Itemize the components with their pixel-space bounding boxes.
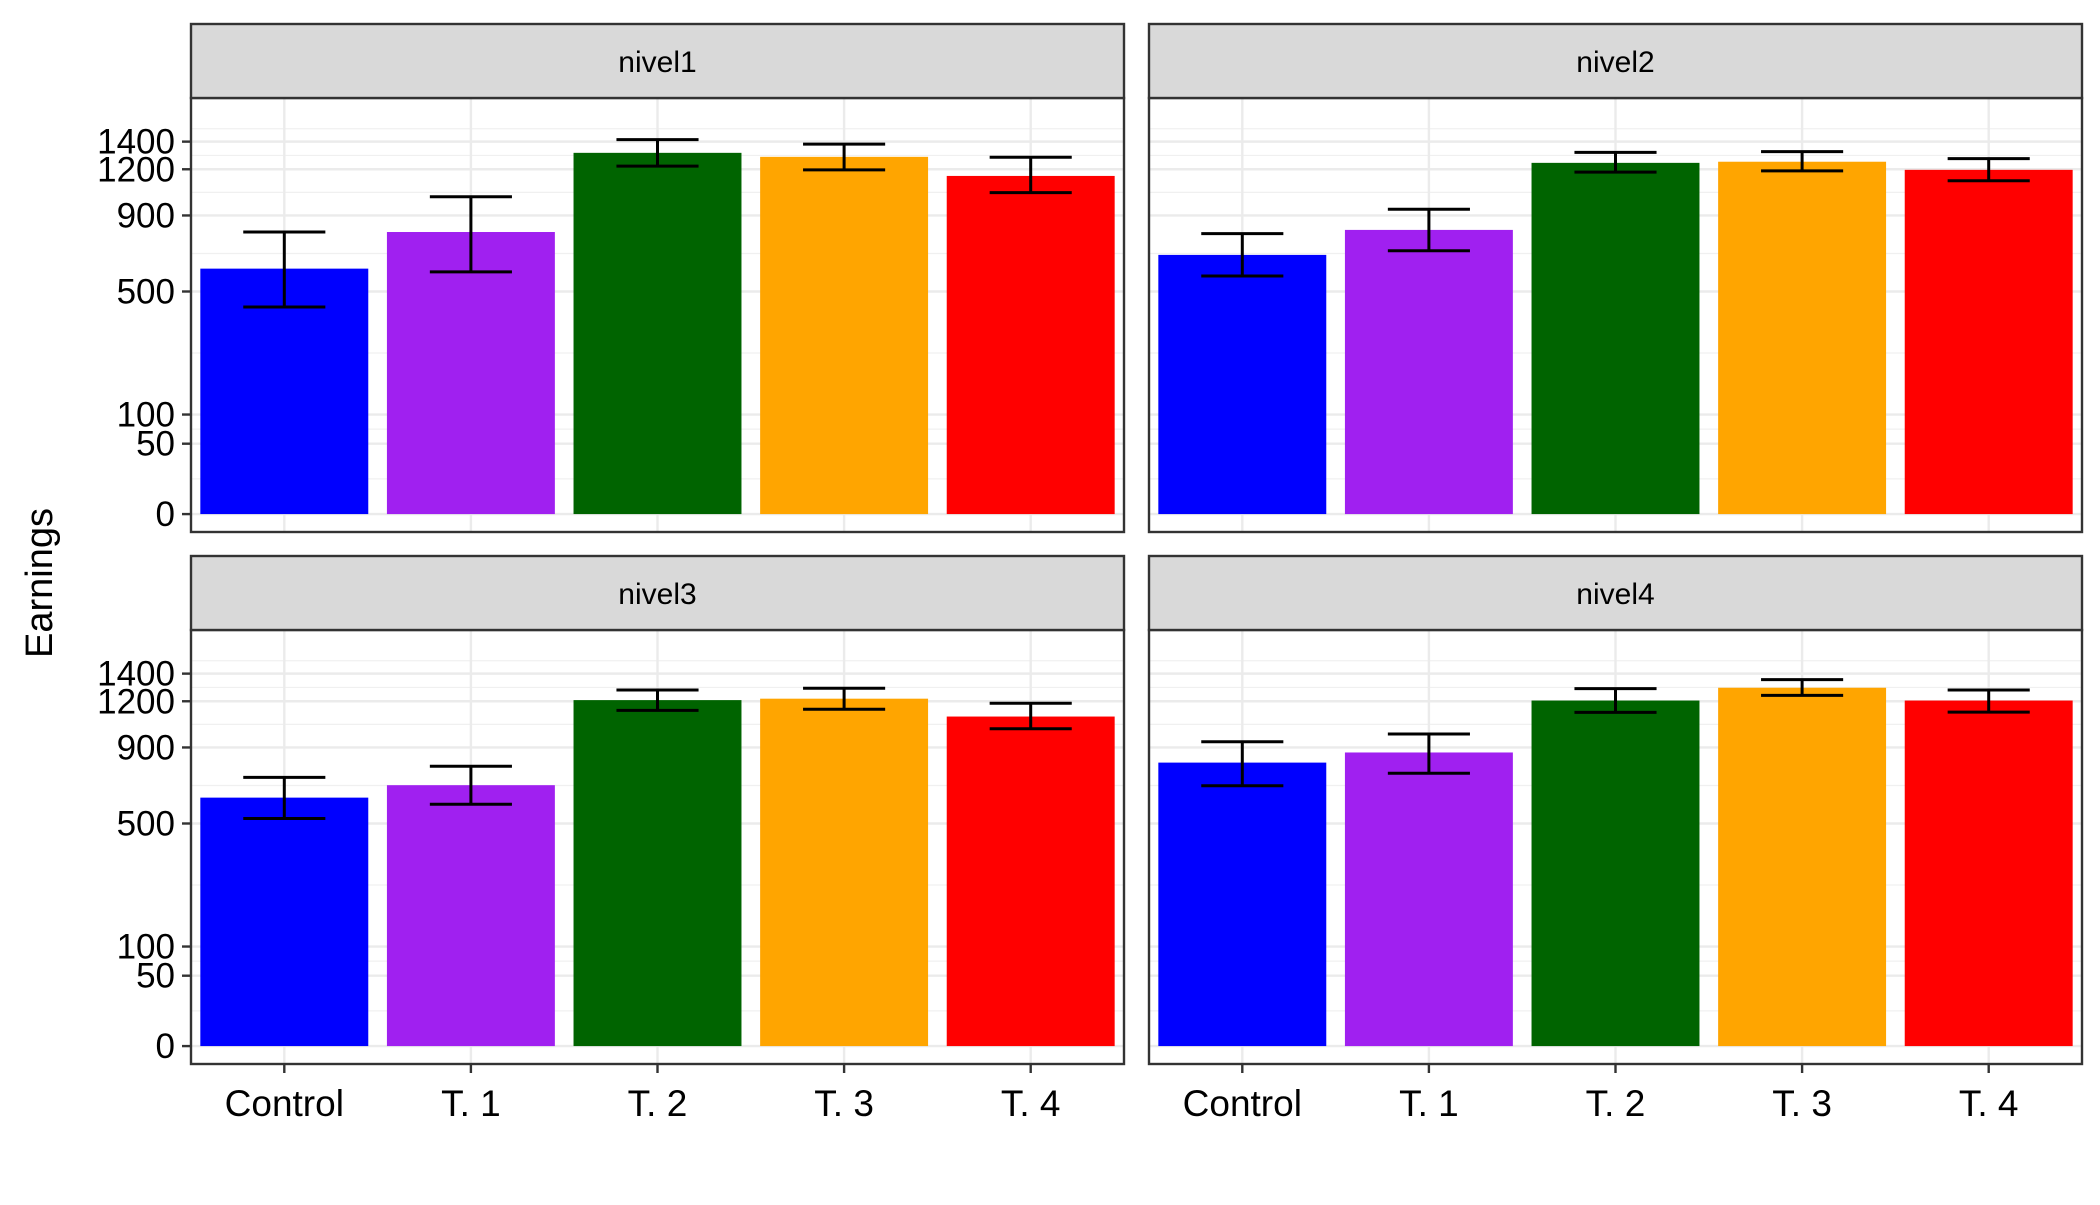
y-tick-label: 500 bbox=[117, 805, 175, 844]
bar-nivel2-3 bbox=[1718, 161, 1887, 515]
y-axis-title: Earnings bbox=[19, 508, 61, 658]
x-tick-label: Control bbox=[225, 1083, 344, 1124]
x-tick-label: T. 2 bbox=[628, 1083, 688, 1124]
y-tick-label: 100 bbox=[117, 396, 175, 435]
y-tick-label: 1400 bbox=[97, 123, 175, 162]
facet-strip bbox=[1147, 554, 2084, 632]
bar-nivel4-4 bbox=[1904, 700, 2073, 1047]
bar-nivel2-2 bbox=[1531, 162, 1700, 515]
x-tick-label: T. 3 bbox=[1772, 1083, 1832, 1124]
facet-strip bbox=[189, 22, 1126, 100]
y-tick-label: 0 bbox=[156, 495, 175, 534]
y-tick-label: 900 bbox=[117, 196, 175, 235]
y-tick-label: 50 bbox=[136, 425, 175, 464]
y-tick-label: 1200 bbox=[97, 682, 175, 721]
y-tick-label: 1400 bbox=[97, 655, 175, 694]
y-tick-label: 0 bbox=[156, 1027, 175, 1066]
x-tick-label: T. 3 bbox=[814, 1083, 874, 1124]
facet-strip-label: nivel4 bbox=[1576, 578, 1654, 611]
bar-nivel3-3 bbox=[760, 698, 929, 1047]
x-tick-label: T. 4 bbox=[1001, 1083, 1061, 1124]
bar-nivel1-0 bbox=[200, 268, 369, 515]
y-tick-label: 1200 bbox=[97, 150, 175, 189]
y-tick-label: 100 bbox=[117, 928, 175, 967]
x-tick-label: T. 4 bbox=[1959, 1083, 2019, 1124]
bar-nivel3-1 bbox=[386, 785, 555, 1047]
bar-nivel4-1 bbox=[1344, 752, 1513, 1047]
y-tick-label: 900 bbox=[117, 728, 175, 767]
bar-nivel2-1 bbox=[1344, 229, 1513, 515]
bar-nivel4-0 bbox=[1158, 762, 1327, 1047]
x-tick-label: Control bbox=[1183, 1083, 1302, 1124]
bar-nivel1-4 bbox=[946, 175, 1115, 515]
bar-nivel1-1 bbox=[386, 232, 555, 515]
x-tick-label: T. 1 bbox=[441, 1083, 501, 1124]
bar-nivel4-3 bbox=[1718, 687, 1887, 1047]
bar-nivel3-2 bbox=[573, 700, 742, 1047]
x-tick-label: T. 2 bbox=[1586, 1083, 1646, 1124]
facet-strip bbox=[1147, 22, 2084, 100]
facet-strip-label: nivel1 bbox=[618, 46, 696, 79]
facet-strip-label: nivel3 bbox=[618, 578, 696, 611]
bar-nivel1-2 bbox=[573, 152, 742, 515]
facet-strip-label: nivel2 bbox=[1576, 46, 1654, 79]
bar-nivel4-2 bbox=[1531, 700, 1700, 1047]
y-tick-label: 500 bbox=[117, 273, 175, 312]
facet-strip bbox=[189, 554, 1126, 632]
bar-nivel3-4 bbox=[946, 716, 1115, 1047]
bar-nivel1-3 bbox=[760, 156, 929, 515]
y-tick-label: 50 bbox=[136, 957, 175, 996]
bar-nivel2-0 bbox=[1158, 254, 1327, 515]
bar-nivel2-4 bbox=[1904, 169, 2073, 515]
bar-nivel3-0 bbox=[200, 797, 369, 1047]
x-tick-label: T. 1 bbox=[1399, 1083, 1459, 1124]
